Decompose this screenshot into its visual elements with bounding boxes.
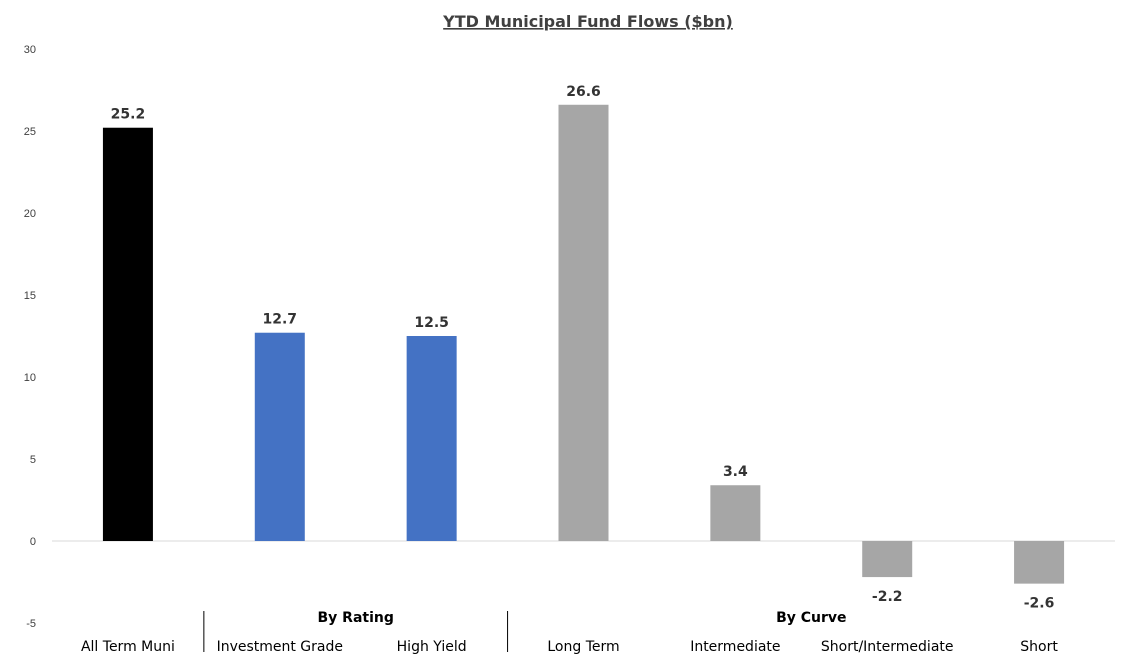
category-label: All Term Muni (81, 639, 175, 654)
y-tick-label: 20 (24, 208, 36, 220)
group-label: By Curve (776, 610, 846, 626)
category-label: High Yield (397, 639, 467, 654)
bar (862, 541, 913, 578)
category-label: Long Term (547, 639, 619, 654)
y-tick-label: 25 (24, 126, 36, 138)
category-label: Intermediate (690, 639, 780, 654)
bar (102, 127, 153, 541)
data-label: 26.6 (566, 84, 601, 100)
bar (558, 104, 609, 541)
data-label: -2.2 (872, 589, 903, 605)
x-axis: All Term Muni Investment Grade High Yield L… (81, 639, 1058, 654)
data-label: 3.4 (723, 464, 748, 480)
y-tick-label: 30 (24, 44, 36, 56)
bar (254, 332, 305, 541)
category-label: Short (1020, 639, 1058, 654)
data-label: 12.7 (263, 312, 298, 328)
category-label: Short/Intermediate (821, 639, 954, 654)
bar (710, 485, 761, 541)
bar (406, 336, 457, 541)
category-label: Investment Grade (217, 639, 343, 654)
y-tick-label: 10 (24, 372, 36, 384)
y-axis: -5 0 5 10 15 20 25 30 (24, 44, 36, 630)
data-label: 12.5 (414, 315, 449, 331)
y-tick-label: 5 (30, 454, 36, 466)
y-tick-label: -5 (26, 618, 36, 630)
group-axis: By Rating By Curve (203, 610, 847, 652)
group-label: By Rating (318, 610, 394, 626)
y-tick-label: 15 (24, 290, 36, 302)
chart-title: YTD Municipal Fund Flows ($bn) (442, 12, 733, 31)
data-labels: 25.2 12.7 12.5 26.6 3.4 -2.2 -2.6 (111, 84, 1055, 612)
y-tick-label: 0 (30, 536, 36, 548)
bars (102, 104, 1065, 584)
bar (1014, 541, 1065, 584)
data-label: 25.2 (111, 107, 146, 123)
data-label: -2.6 (1024, 596, 1055, 612)
